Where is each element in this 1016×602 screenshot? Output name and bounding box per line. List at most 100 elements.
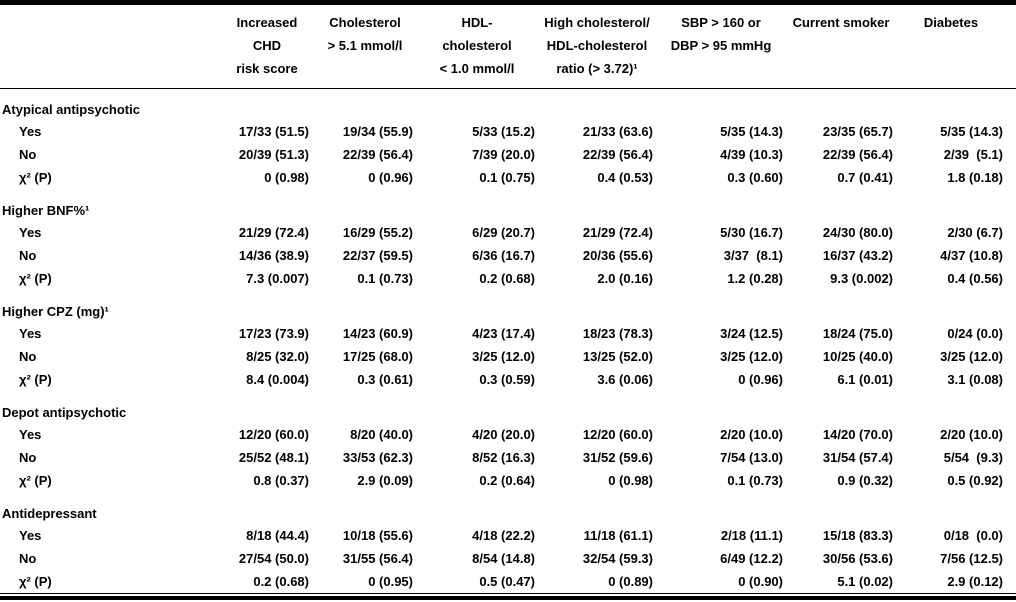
value-cell: 5.1 (0.02) xyxy=(837,574,893,589)
value-cell: 6/36 (16.7) xyxy=(472,248,535,263)
value-cell: 19/34 (55.9) xyxy=(342,124,413,139)
value-cell: 0.1 (0.73) xyxy=(727,473,783,488)
value-cell: 0 (0.98) xyxy=(264,170,309,185)
value-cell: 12/20 (60.0) xyxy=(582,427,653,442)
column-header-cholesterol: Cholesterol > 5.1 mmol/l xyxy=(317,5,419,89)
value-cell: 1.2 (0.28) xyxy=(727,271,783,286)
value-cell: 0.9 (0.32) xyxy=(837,473,893,488)
value-cell: 8.4 (0.004) xyxy=(246,372,309,387)
value-cell: 13/25 (52.0) xyxy=(582,349,653,364)
value-cell: 8/54 (14.8) xyxy=(472,551,535,566)
value-cell: 2.0 (0.16) xyxy=(597,271,653,286)
value-cell: 7/39 (20.0) xyxy=(472,147,535,162)
chi-row: χ² (P) 0.2 (0.68) 0 (0.95) 0.5 (0.47) 0 (0.8… xyxy=(0,570,1016,593)
value-cell: 0.2 (0.68) xyxy=(479,271,535,286)
value-cell: 5/33 (15.2) xyxy=(472,124,535,139)
value-cell: 0.3 (0.61) xyxy=(357,372,413,387)
value-cell: 21/29 (72.4) xyxy=(238,225,309,240)
value-cell: 0.2 (0.68) xyxy=(253,574,309,589)
value-cell: 25/52 (48.1) xyxy=(238,450,309,465)
row-label-chi: χ² (P) xyxy=(19,372,52,387)
value-cell: 32/54 (59.3) xyxy=(582,551,653,566)
value-cell: 2/39 (5.1) xyxy=(943,147,1003,162)
value-cell: 14/36 (38.9) xyxy=(238,248,309,263)
value-cell: 3/25 (12.0) xyxy=(940,349,1003,364)
section-label: Antidepressant xyxy=(2,506,97,521)
table-header: Increased CHD risk score Cholesterol > 5… xyxy=(0,5,1016,89)
value-cell: 0 (0.96) xyxy=(368,170,413,185)
value-cell: 0.4 (0.56) xyxy=(947,271,1003,286)
row-label-no: No xyxy=(19,551,37,566)
value-cell: 17/33 (51.5) xyxy=(238,124,309,139)
value-cell: 22/37 (59.5) xyxy=(342,248,413,263)
value-cell: 2/20 (10.0) xyxy=(720,427,783,442)
value-cell: 16/37 (43.2) xyxy=(822,248,893,263)
value-cell: 21/33 (63.6) xyxy=(582,124,653,139)
value-cell: 0.7 (0.41) xyxy=(837,170,893,185)
column-header-hdl: HDL- cholesterol < 1.0 mmol/l xyxy=(419,5,541,89)
section-label: Depot antipsychotic xyxy=(2,405,127,420)
section-row: Depot antipsychotic xyxy=(0,391,1016,423)
value-cell: 8/18 (44.4) xyxy=(246,528,309,543)
header-row: Increased CHD risk score Cholesterol > 5… xyxy=(0,5,1016,89)
row-label-yes: Yes xyxy=(19,326,42,341)
value-cell: 4/18 (22.2) xyxy=(472,528,535,543)
row-label-chi: χ² (P) xyxy=(19,170,52,185)
value-cell: 8/20 (40.0) xyxy=(350,427,413,442)
table-top-rule xyxy=(0,0,1016,5)
value-cell: 1.8 (0.18) xyxy=(947,170,1003,185)
column-header-chd-risk: Increased CHD risk score xyxy=(225,5,317,89)
table-bottom-thin-rule xyxy=(0,593,1016,594)
section-label: Higher BNF%¹ xyxy=(2,203,90,218)
yes-row: Yes 17/23 (73.9) 14/23 (60.9) 4/23 (17.4) 18… xyxy=(0,322,1016,345)
value-cell: 0 (0.96) xyxy=(738,372,783,387)
corner-cell xyxy=(0,5,225,89)
value-cell: 5/35 (14.3) xyxy=(940,124,1003,139)
table-bottom-thick-rule xyxy=(0,596,1016,600)
table-body: Atypical antipsychotic Yes 17/33 (51.5) 19/… xyxy=(0,88,1016,593)
value-cell: 33/53 (62.3) xyxy=(342,450,413,465)
value-cell: 0.8 (0.37) xyxy=(253,473,309,488)
row-label-chi: χ² (P) xyxy=(19,271,52,286)
value-cell: 20/36 (55.6) xyxy=(582,248,653,263)
chi-row: χ² (P) 0 (0.98) 0 (0.96) 0.1 (0.75) 0.4 (0.5… xyxy=(0,166,1016,189)
row-label-yes: Yes xyxy=(19,528,42,543)
value-cell: 3/25 (12.0) xyxy=(720,349,783,364)
value-cell: 4/23 (17.4) xyxy=(472,326,535,341)
chi-row: χ² (P) 0.8 (0.37) 2.9 (0.09) 0.2 (0.64) 0 (0… xyxy=(0,469,1016,492)
value-cell: 8/25 (32.0) xyxy=(246,349,309,364)
row-label-chi: χ² (P) xyxy=(19,574,52,589)
no-row: No 14/36 (38.9) 22/37 (59.5) 6/36 (16.7) 20/… xyxy=(0,244,1016,267)
no-row: No 8/25 (32.0) 17/25 (68.0) 3/25 (12.0) 13/2… xyxy=(0,345,1016,368)
no-row: No 20/39 (51.3) 22/39 (56.4) 7/39 (20.0) 22/… xyxy=(0,143,1016,166)
yes-row: Yes 8/18 (44.4) 10/18 (55.6) 4/18 (22.2) 11/… xyxy=(0,524,1016,547)
yes-row: Yes 17/33 (51.5) 19/34 (55.9) 5/33 (15.2) 21… xyxy=(0,120,1016,143)
value-cell: 0.5 (0.47) xyxy=(479,574,535,589)
value-cell: 3/25 (12.0) xyxy=(472,349,535,364)
value-cell: 2.9 (0.12) xyxy=(947,574,1003,589)
value-cell: 17/25 (68.0) xyxy=(342,349,413,364)
value-cell: 2/30 (6.7) xyxy=(947,225,1003,240)
column-header-diabetes: Diabetes xyxy=(899,5,1016,89)
section-row: Antidepressant xyxy=(0,492,1016,524)
value-cell: 0.1 (0.75) xyxy=(479,170,535,185)
table-bottom-rule-gap xyxy=(0,594,1016,596)
row-label-no: No xyxy=(19,450,37,465)
value-cell: 0.1 (0.73) xyxy=(357,271,413,286)
row-label-chi: χ² (P) xyxy=(19,473,52,488)
paper-table: Increased CHD risk score Cholesterol > 5… xyxy=(0,5,1016,593)
value-cell: 6/29 (20.7) xyxy=(472,225,535,240)
value-cell: 0 (0.98) xyxy=(608,473,653,488)
yes-row: Yes 12/20 (60.0) 8/20 (40.0) 4/20 (20.0) 12/… xyxy=(0,423,1016,446)
value-cell: 0/18 (0.0) xyxy=(943,528,1003,543)
value-cell: 21/29 (72.4) xyxy=(582,225,653,240)
row-label-no: No xyxy=(19,147,37,162)
row-label-yes: Yes xyxy=(19,225,42,240)
value-cell: 0 (0.89) xyxy=(608,574,653,589)
value-cell: 15/18 (83.3) xyxy=(822,528,893,543)
value-cell: 30/56 (53.6) xyxy=(822,551,893,566)
section-row: Higher BNF%¹ xyxy=(0,189,1016,221)
value-cell: 10/25 (40.0) xyxy=(822,349,893,364)
value-cell: 0.2 (0.64) xyxy=(479,473,535,488)
row-label-no: No xyxy=(19,349,37,364)
